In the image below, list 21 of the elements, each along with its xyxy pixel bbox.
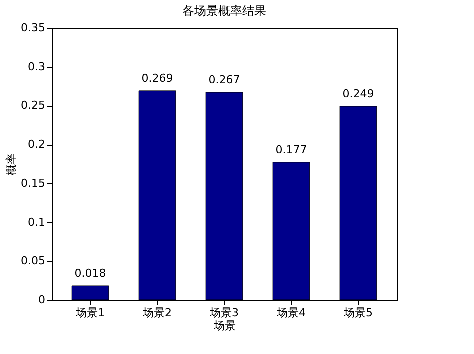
y-tick-label: 0.35 bbox=[21, 22, 46, 34]
x-tick-label: 场景5 bbox=[342, 306, 373, 320]
x-tick-label: 场景2 bbox=[142, 306, 172, 320]
y-tick-label: 0.15 bbox=[21, 176, 46, 190]
x-tick-label: 场景1 bbox=[75, 306, 106, 320]
y-tick-label: 0.2 bbox=[28, 138, 46, 152]
y-tick-label: 0 bbox=[38, 294, 46, 306]
data-label: 0.249 bbox=[342, 87, 374, 100]
y-tick-label: 0.05 bbox=[21, 254, 46, 268]
x-axis-title: 场景 bbox=[213, 320, 236, 332]
y-axis-title: 概率 bbox=[5, 154, 18, 176]
chart-title: 各场景概率结果 bbox=[182, 4, 266, 18]
data-label: 0.269 bbox=[142, 72, 174, 85]
x-tick-label: 场景3 bbox=[209, 306, 239, 320]
x-tick-label: 场景4 bbox=[276, 306, 306, 320]
y-tick-label: 0.3 bbox=[28, 60, 46, 74]
y-tick-label: 0.1 bbox=[28, 216, 46, 229]
data-label: 0.018 bbox=[74, 267, 106, 280]
y-tick-label: 0.25 bbox=[21, 99, 46, 112]
data-label: 0.267 bbox=[208, 74, 240, 87]
data-label: 0.177 bbox=[276, 143, 308, 156]
